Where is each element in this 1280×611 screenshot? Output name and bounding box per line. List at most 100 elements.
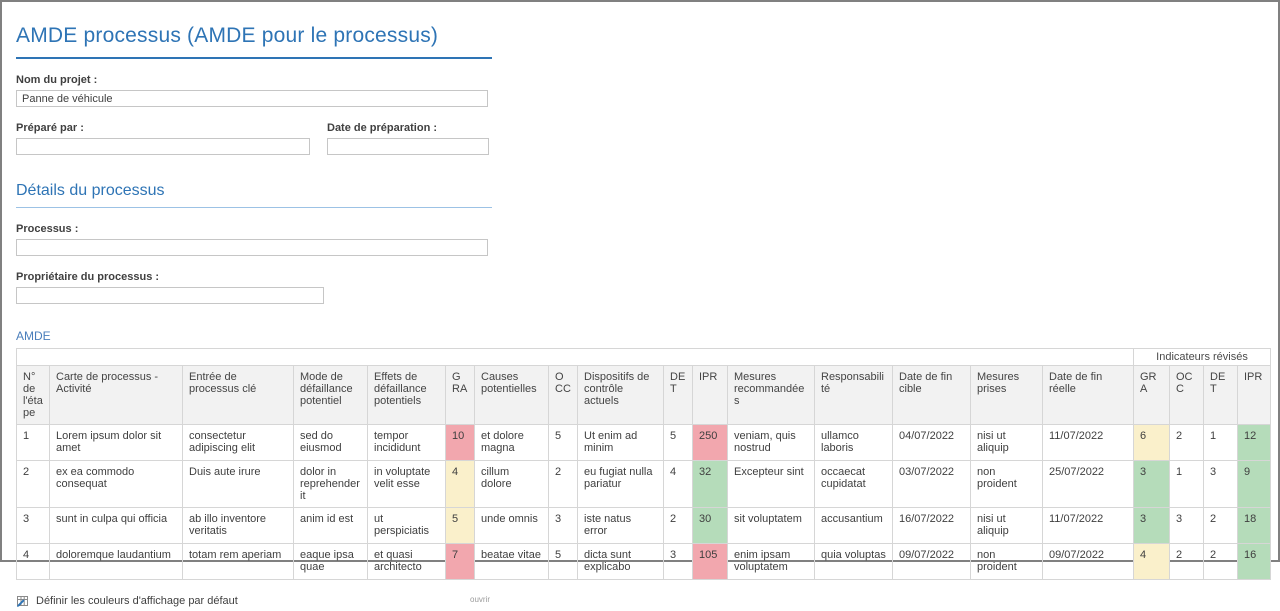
- cell-rev-ipr: 12: [1236, 424, 1272, 461]
- cell-target-date: 16/07/2022: [892, 507, 971, 544]
- cell-rev-ipr: 18: [1236, 507, 1272, 544]
- col-step: N° de l'étape: [16, 365, 50, 425]
- col-det: DET: [663, 365, 693, 425]
- footer-bar: Définir les couleurs d'affichage par déf…: [16, 591, 1266, 611]
- cell-det: 5: [663, 424, 693, 461]
- col-responsibility: Responsabilité: [814, 365, 893, 425]
- cell-actions: sit voluptatem: [727, 507, 815, 544]
- cell-rev-gra: 6: [1133, 424, 1170, 461]
- revised-indicators-group-header: Indicateurs révisés: [1132, 348, 1272, 366]
- process-details-heading: Détails du processus: [16, 182, 492, 208]
- cell-rev-det: 3: [1203, 460, 1238, 508]
- cell-target-date: 03/07/2022: [892, 460, 971, 508]
- cell-step: 3: [16, 507, 50, 544]
- cell-actions-taken: nisi ut aliquip: [970, 507, 1043, 544]
- cell-causes: unde omnis: [474, 507, 549, 544]
- table-group-header-row: Indicateurs révisés: [16, 348, 1272, 366]
- prep-date-input[interactable]: [327, 138, 489, 155]
- col-controls: Dispositifs de contrôle actuels: [577, 365, 664, 425]
- cell-gra: 5: [445, 507, 475, 544]
- cell-failure-mode: dolor in reprehenderit: [293, 460, 368, 508]
- cell-rev-occ: 2: [1169, 424, 1204, 461]
- cell-key-input: consectetur adipiscing elit: [182, 424, 294, 461]
- group-header-spacer: [16, 348, 1134, 366]
- project-name-label: Nom du projet :: [16, 74, 98, 86]
- cell-failure-effects: tempor incididunt: [367, 424, 446, 461]
- cell-failure-effects: ut perspiciatis: [367, 507, 446, 544]
- cell-ipr: 30: [692, 507, 728, 544]
- prepared-by-input[interactable]: [16, 138, 310, 155]
- cell-key-input: ab illo inventore veritatis: [182, 507, 294, 544]
- cell-occ: 2: [548, 460, 578, 508]
- col-actual-date: Date de fin réelle: [1042, 365, 1134, 425]
- table-header-row: N° de l'étape Carte de processus - Activ…: [16, 365, 1272, 425]
- cell-failure-mode: anim id est: [293, 507, 368, 544]
- process-owner-label: Propriétaire du processus :: [16, 271, 160, 283]
- cell-actions-taken: nisi ut aliquip: [970, 424, 1043, 461]
- cell-det: 2: [663, 507, 693, 544]
- col-rev-gra: GRA: [1133, 365, 1170, 425]
- cell-actions-taken: non proident: [970, 460, 1043, 508]
- cell-activity: sunt in culpa qui officia: [49, 507, 183, 544]
- cell-rev-gra: 3: [1133, 507, 1170, 544]
- table-row: 1 Lorem ipsum dolor sit amet consectetur…: [16, 424, 1272, 461]
- col-target-date: Date de fin cible: [892, 365, 971, 425]
- cell-occ: 5: [548, 424, 578, 461]
- col-ipr: IPR: [692, 365, 728, 425]
- cell-ipr: 250: [692, 424, 728, 461]
- process-owner-input[interactable]: [16, 287, 324, 304]
- col-gra: GRA: [445, 365, 475, 425]
- project-name-input[interactable]: [16, 90, 488, 107]
- cell-responsibility: occaecat cupidatat: [814, 460, 893, 508]
- cell-step: 2: [16, 460, 50, 508]
- cell-actual-date: 11/07/2022: [1042, 424, 1134, 461]
- col-occ: OCC: [548, 365, 578, 425]
- cell-controls: iste natus error: [577, 507, 664, 544]
- cell-actions: Excepteur sint: [727, 460, 815, 508]
- col-rev-occ: OCC: [1169, 365, 1204, 425]
- prepared-by-label: Préparé par :: [16, 122, 84, 134]
- amde-table-label: AMDE: [16, 329, 51, 343]
- col-failure-effects: Effets de défaillance potentiels: [367, 365, 446, 425]
- col-rev-ipr: IPR: [1236, 365, 1272, 425]
- cell-causes: cillum dolore: [474, 460, 549, 508]
- cell-activity: Lorem ipsum dolor sit amet: [49, 424, 183, 461]
- cell-actions: veniam, quis nostrud: [727, 424, 815, 461]
- table-edit-icon: [16, 595, 29, 608]
- cell-controls: Ut enim ad minim: [577, 424, 664, 461]
- cell-failure-effects: in voluptate velit esse: [367, 460, 446, 508]
- define-colors-command[interactable]: Définir les couleurs d'affichage par déf…: [36, 595, 238, 607]
- cell-rev-ipr: 9: [1236, 460, 1272, 508]
- cell-rev-det: 1: [1203, 424, 1238, 461]
- col-actions: Mesures recommandées: [727, 365, 815, 425]
- cell-gra: 4: [445, 460, 475, 508]
- col-causes: Causes potentielles: [474, 365, 549, 425]
- cell-rev-occ: 3: [1169, 507, 1204, 544]
- cell-occ: 3: [548, 507, 578, 544]
- cell-controls: eu fugiat nulla pariatur: [577, 460, 664, 508]
- cell-causes: et dolore magna: [474, 424, 549, 461]
- col-rev-det: DET: [1203, 365, 1238, 425]
- cell-rev-occ: 1: [1169, 460, 1204, 508]
- cell-responsibility: accusantium: [814, 507, 893, 544]
- prep-date-label: Date de préparation :: [327, 122, 438, 134]
- open-link[interactable]: ouvrir: [470, 595, 491, 604]
- amde-table: Indicateurs révisés N° de l'étape Carte …: [16, 348, 1272, 580]
- page-title: AMDE processus (AMDE pour le processus): [16, 24, 492, 59]
- cell-failure-mode: sed do eiusmod: [293, 424, 368, 461]
- process-label: Processus :: [16, 223, 79, 235]
- cell-activity: ex ea commodo consequat: [49, 460, 183, 508]
- table-row: 2 ex ea commodo consequat Duis aute irur…: [16, 460, 1272, 508]
- cell-det: 4: [663, 460, 693, 508]
- col-activity: Carte de processus - Activité: [49, 365, 183, 425]
- col-actions-taken: Mesures prises: [970, 365, 1043, 425]
- cell-rev-gra: 3: [1133, 460, 1170, 508]
- cell-step: 1: [16, 424, 50, 461]
- col-failure-mode: Mode de défaillance potentiel: [293, 365, 368, 425]
- cell-target-date: 04/07/2022: [892, 424, 971, 461]
- table-row: 3 sunt in culpa qui officia ab illo inve…: [16, 507, 1272, 544]
- col-key-input: Entrée de processus clé: [182, 365, 294, 425]
- cell-actual-date: 11/07/2022: [1042, 507, 1134, 544]
- process-input[interactable]: [16, 239, 488, 256]
